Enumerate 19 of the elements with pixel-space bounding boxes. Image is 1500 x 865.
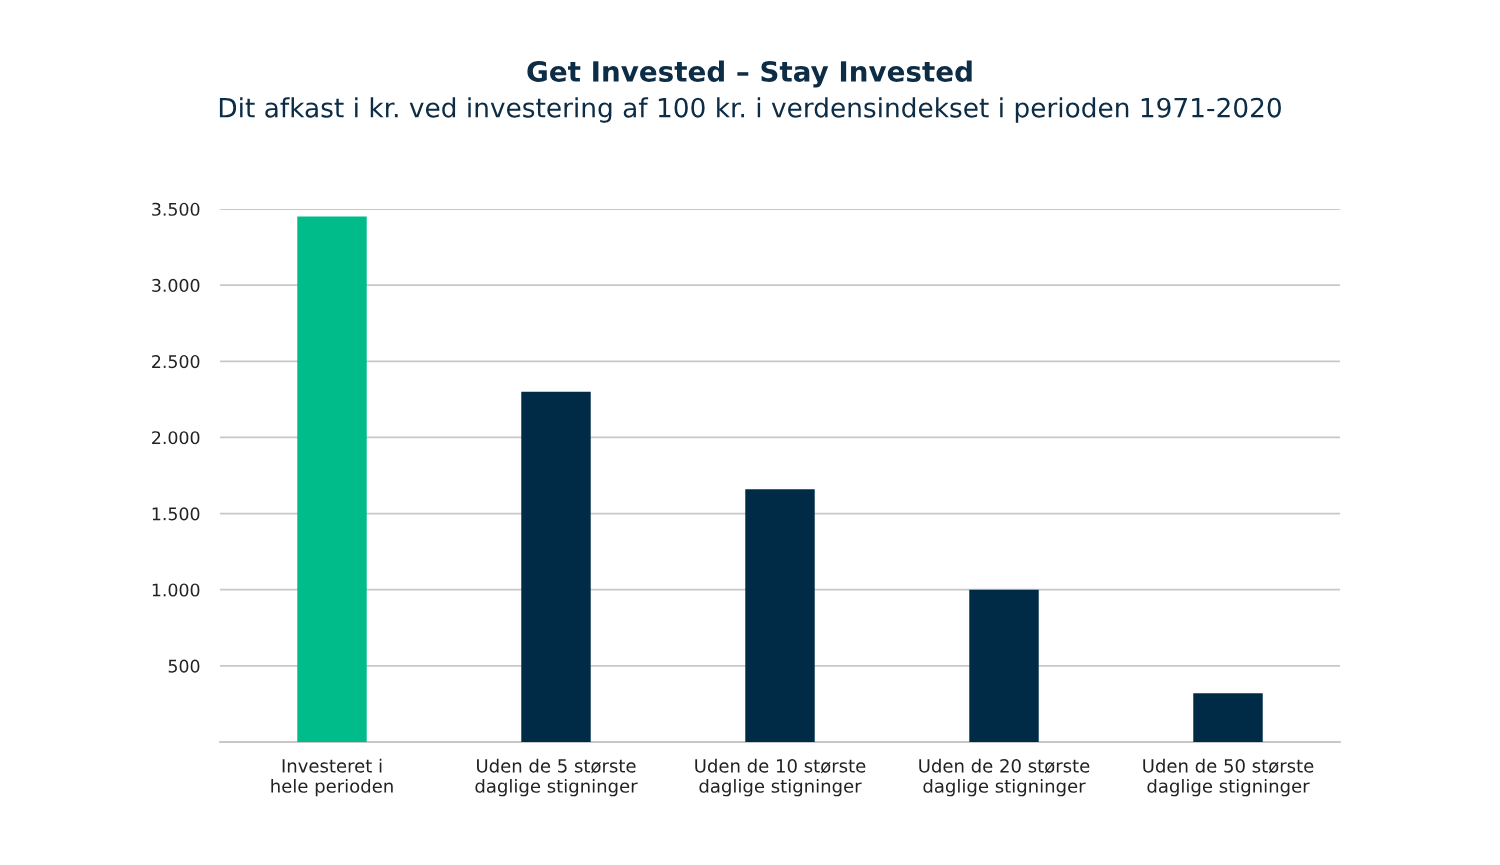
y-tick-label: 2.000 — [152, 431, 200, 445]
bar — [297, 216, 367, 742]
x-tick-label: Uden de 10 største daglige stigninger — [695, 758, 866, 797]
x-tick-label: Uden de 20 største daglige stigninger — [919, 758, 1090, 797]
y-tick-label: 1.000 — [152, 583, 200, 597]
y-tick-label: 500 — [168, 659, 200, 673]
x-tick-label: Investeret i hele perioden — [271, 758, 393, 797]
bar — [745, 489, 815, 742]
y-tick-label: 2.500 — [152, 355, 200, 369]
y-tick-label: 1.500 — [152, 507, 200, 521]
y-tick-label: 3.000 — [152, 278, 200, 292]
x-tick-label: Uden de 50 største daglige stigninger — [1143, 758, 1314, 797]
x-tick-label: Uden de 5 største daglige stigninger — [475, 758, 638, 797]
chart-subtitle: Dit afkast i kr. ved investering af 100 kr. i verdensindekset i perioden 1971-2020 — [219, 97, 1281, 123]
bar — [1193, 693, 1263, 742]
chart-title: Get Invested – Stay Invested — [527, 60, 972, 88]
bar — [521, 391, 591, 742]
y-tick-label: 3.500 — [152, 202, 200, 216]
bar — [969, 589, 1039, 742]
